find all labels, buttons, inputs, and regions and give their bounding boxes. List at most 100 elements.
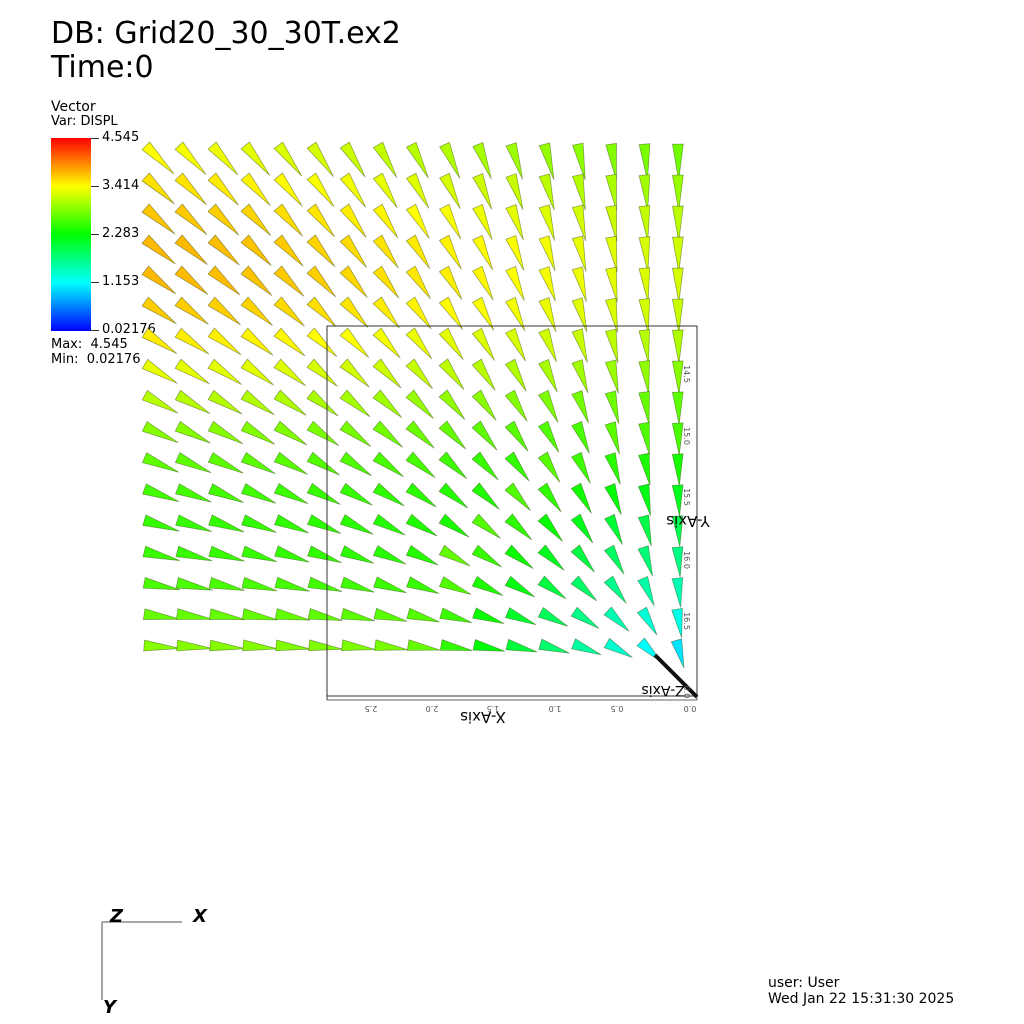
vector-glyph [671,607,683,639]
vector-glyph [637,575,655,607]
vector-glyph [671,577,684,608]
vector-glyph [570,606,600,629]
vector-glyph [142,577,181,591]
vector-glyph [141,265,177,295]
vector-glyph [537,606,569,627]
vector-glyph [372,327,401,359]
vector-glyph [571,359,589,394]
vector-glyph [174,483,212,503]
vector-glyph [471,575,504,596]
vector-glyph [406,639,441,651]
vector-glyph [372,358,402,389]
legend-min: Min: 0.02176 [51,352,141,367]
vector-glyph [208,608,246,621]
vector-glyph [438,296,463,330]
vector-glyph [339,420,372,447]
vector-glyph [273,327,306,357]
vector-glyph [406,607,440,623]
vector-glyph [504,482,531,511]
vector-glyph [571,266,587,302]
x-tick-label: 0.0 [684,704,697,713]
vector-glyph [142,608,181,620]
vector-glyph [471,451,499,481]
vector-glyph [537,482,562,513]
vector-glyph [141,296,177,325]
vector-glyph [571,235,587,272]
legend-title: Vector [51,99,96,115]
y-tick-label: 16.5 [682,612,691,630]
vector-glyph [274,576,310,592]
vector-glyph [339,265,368,298]
vector-glyph [175,514,213,532]
vector-glyph [537,544,565,571]
vector-glyph [372,265,400,299]
vector-glyph [175,545,213,562]
vector-glyph [372,482,405,507]
colorbar [51,138,91,331]
vector-glyph [570,638,602,656]
vector-glyph [241,545,278,563]
vector-glyph [341,639,376,652]
x-tick-label: 0.5 [611,704,624,713]
vector-glyph [339,513,374,535]
vector-glyph [339,327,370,358]
vector-glyph [307,608,343,621]
vector-glyph [174,420,211,444]
y-axis-ticks: 14.5 15.0 15.5 16.0 16.5 0.0 [682,365,691,698]
vector-glyph [273,296,305,327]
vector-glyph [438,358,465,390]
vector-glyph [240,234,272,267]
vector-glyph [405,451,436,479]
vector-glyph [405,420,435,449]
vector-glyph [472,172,493,210]
vector-glyph [605,204,618,242]
vector-glyph [207,451,244,474]
vector-glyph [141,389,179,414]
vector-glyph [471,296,495,331]
colorbar-tick [91,330,99,331]
vector-glyph [671,143,684,181]
colorbar-tick-label: 3.414 [102,178,140,193]
vector-glyph [439,607,473,624]
vector-glyph [538,142,555,180]
vector-glyph [208,576,246,591]
vector-glyph [504,451,530,482]
vector-glyph [439,141,461,179]
y-tick-label: 16.0 [682,551,691,569]
vector-glyph [241,576,278,592]
vector-glyph [174,452,212,474]
database-title: DB: Grid20_30_30T.ex2 [51,16,401,51]
vector-glyph [339,203,367,238]
vector-glyphs [141,141,685,669]
vector-glyph [307,576,343,593]
vector-glyph [472,203,493,240]
vector-glyph [472,638,505,652]
vector-glyph [504,327,527,362]
vector-glyph [638,452,651,486]
vector-glyph [570,575,597,602]
colorbar-tick [91,186,99,187]
vector-glyph [471,482,500,510]
bounding-box [326,325,699,701]
vector-glyph [537,451,561,483]
vector-glyph [538,358,558,393]
vector-glyph [207,265,241,296]
vector-glyph [273,141,303,177]
vector-glyph [438,234,462,270]
vector-glyph [538,235,556,272]
vector-glyph [339,482,373,506]
vector-glyph [405,513,438,537]
vector-glyph [372,141,398,178]
vector-glyph [538,638,570,654]
colorbar-tick-label: 0.02176 [102,322,156,337]
vector-glyph [438,513,470,538]
colorbar-tick-label: 2.283 [102,226,140,241]
vector-glyph [240,420,276,445]
vector-glyph [604,297,618,333]
z-axis-title: Z-Axis [641,682,684,698]
timestamp-label: Wed Jan 22 15:31:30 2025 [768,991,955,1007]
vector-glyph [207,296,241,326]
vector-glyph [570,544,595,573]
colorbar-tick [91,282,99,283]
